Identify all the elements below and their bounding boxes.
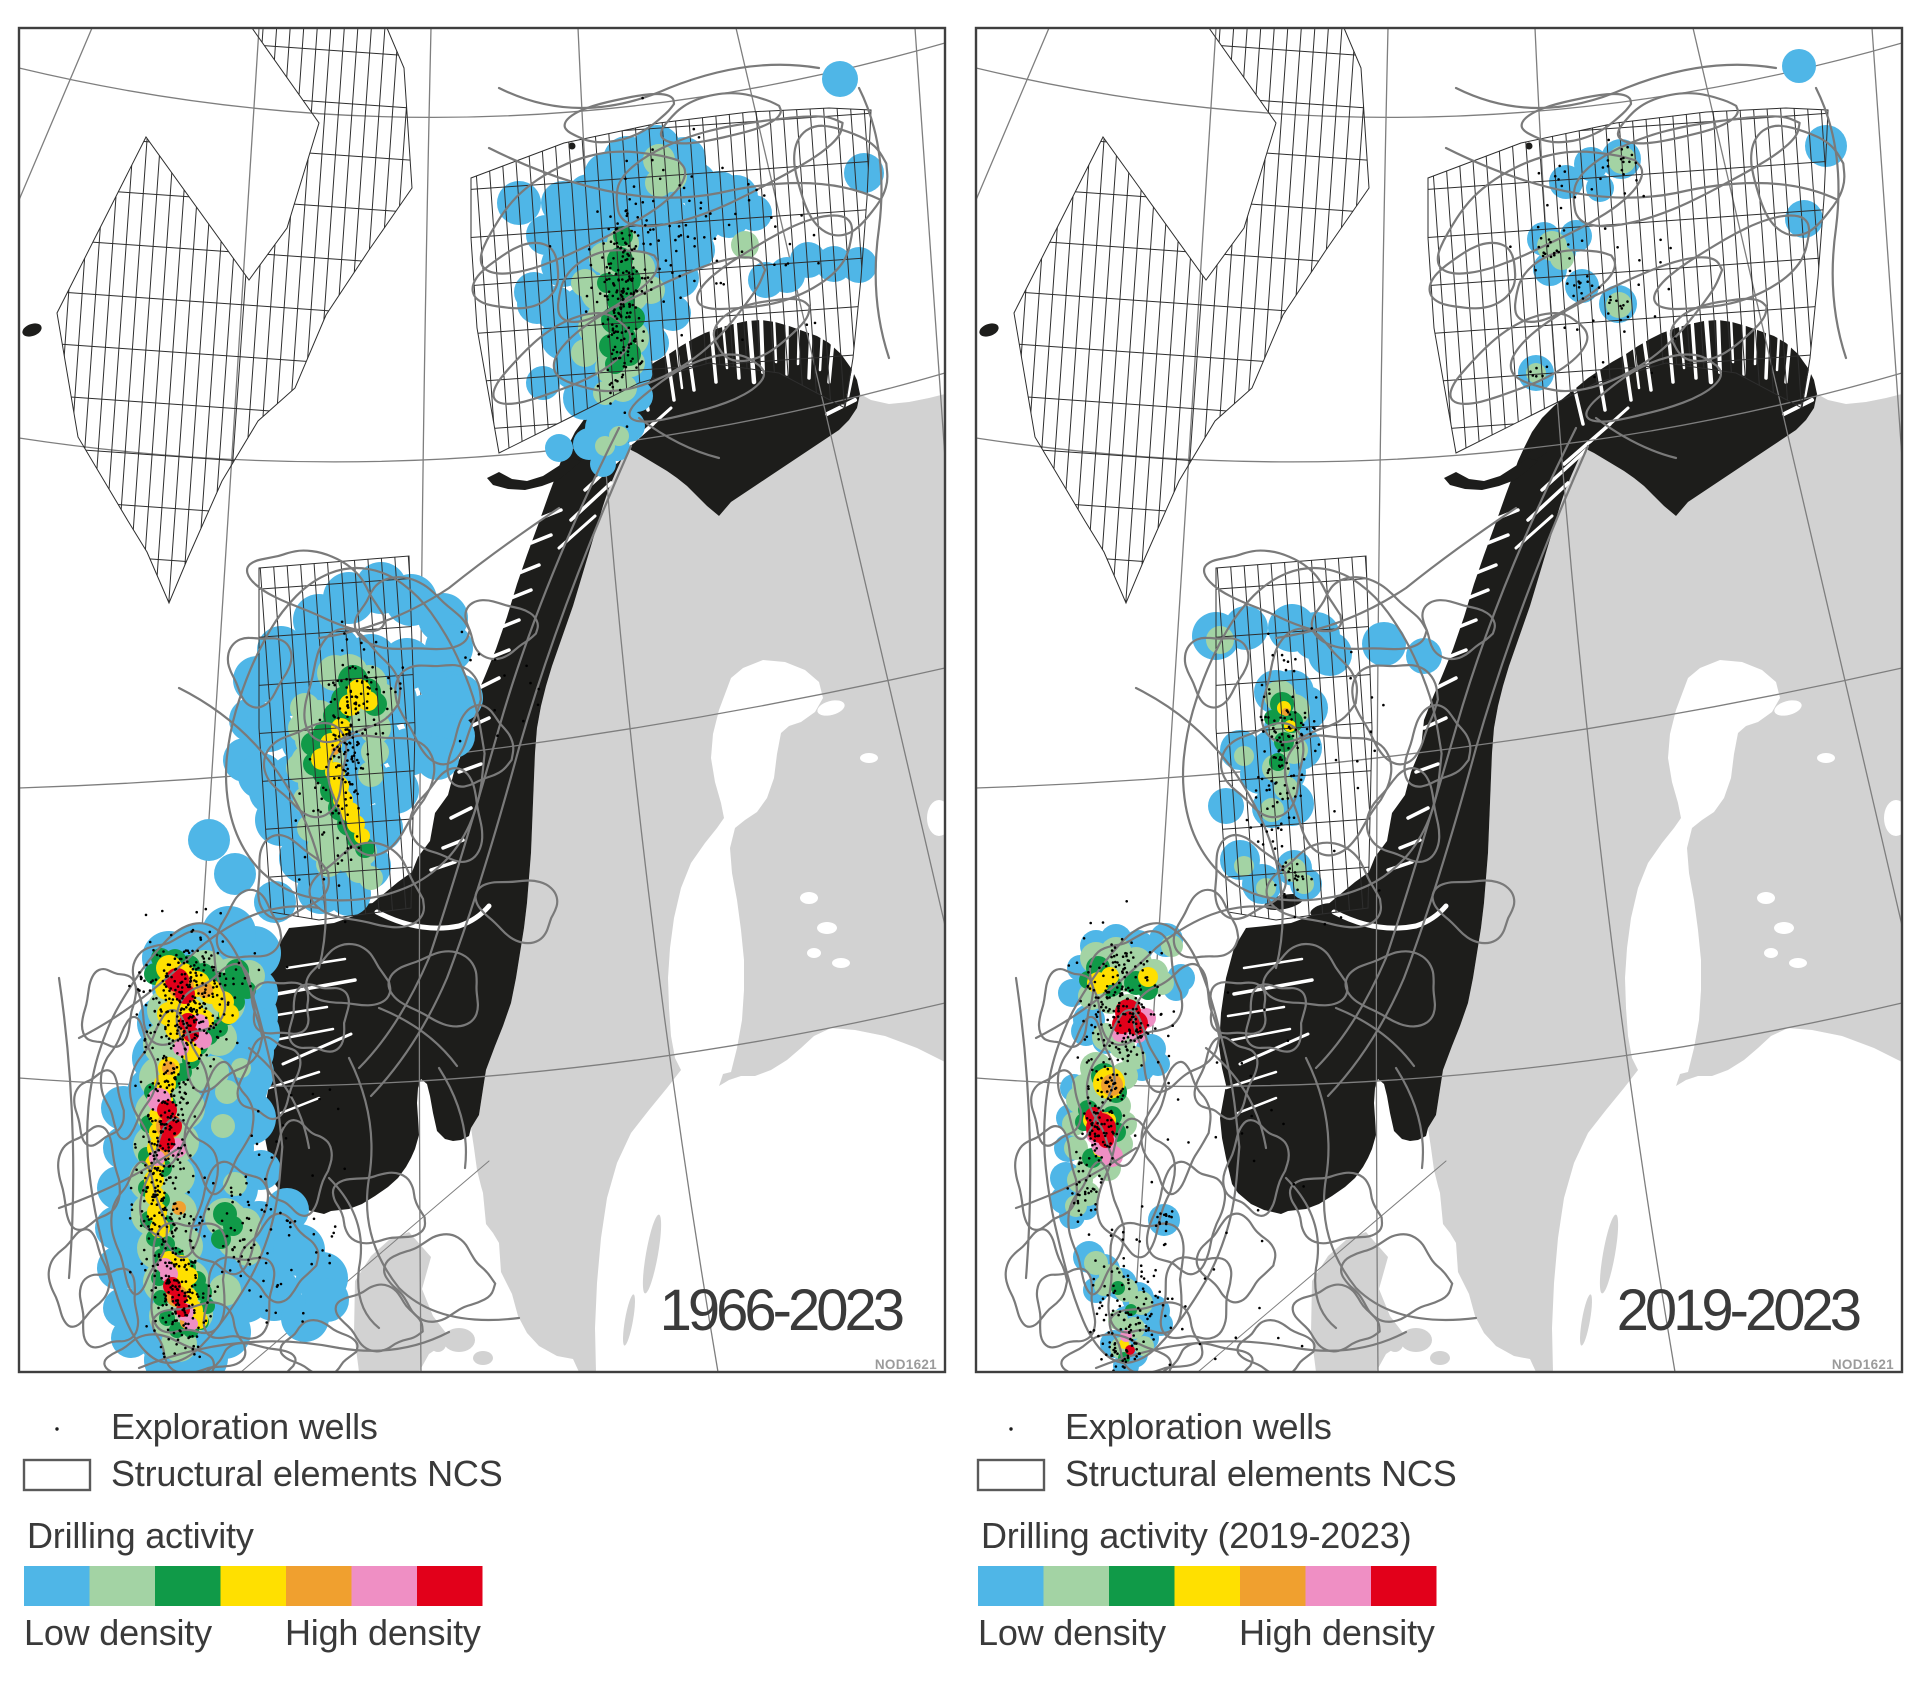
svg-text:High density: High density <box>1239 1612 1435 1653</box>
svg-text:NOD1621: NOD1621 <box>875 1357 937 1372</box>
svg-text:Exploration wells: Exploration wells <box>1065 1406 1332 1447</box>
svg-text:NOD1621: NOD1621 <box>1832 1357 1894 1372</box>
svg-text:High density: High density <box>285 1612 481 1653</box>
svg-text:Drilling activity: Drilling activity <box>27 1515 254 1556</box>
svg-text:Structural elements NCS: Structural elements NCS <box>111 1453 503 1494</box>
svg-text:Structural elements NCS: Structural elements NCS <box>1065 1453 1457 1494</box>
svg-text:2019-2023: 2019-2023 <box>1617 1278 1860 1343</box>
svg-text:Exploration wells: Exploration wells <box>111 1406 378 1447</box>
svg-text:1966-2023: 1966-2023 <box>660 1278 903 1343</box>
svg-text:Low density: Low density <box>978 1612 1166 1653</box>
svg-text:Drilling activity (2019-2023): Drilling activity (2019-2023) <box>981 1515 1411 1556</box>
svg-text:Low density: Low density <box>24 1612 212 1653</box>
